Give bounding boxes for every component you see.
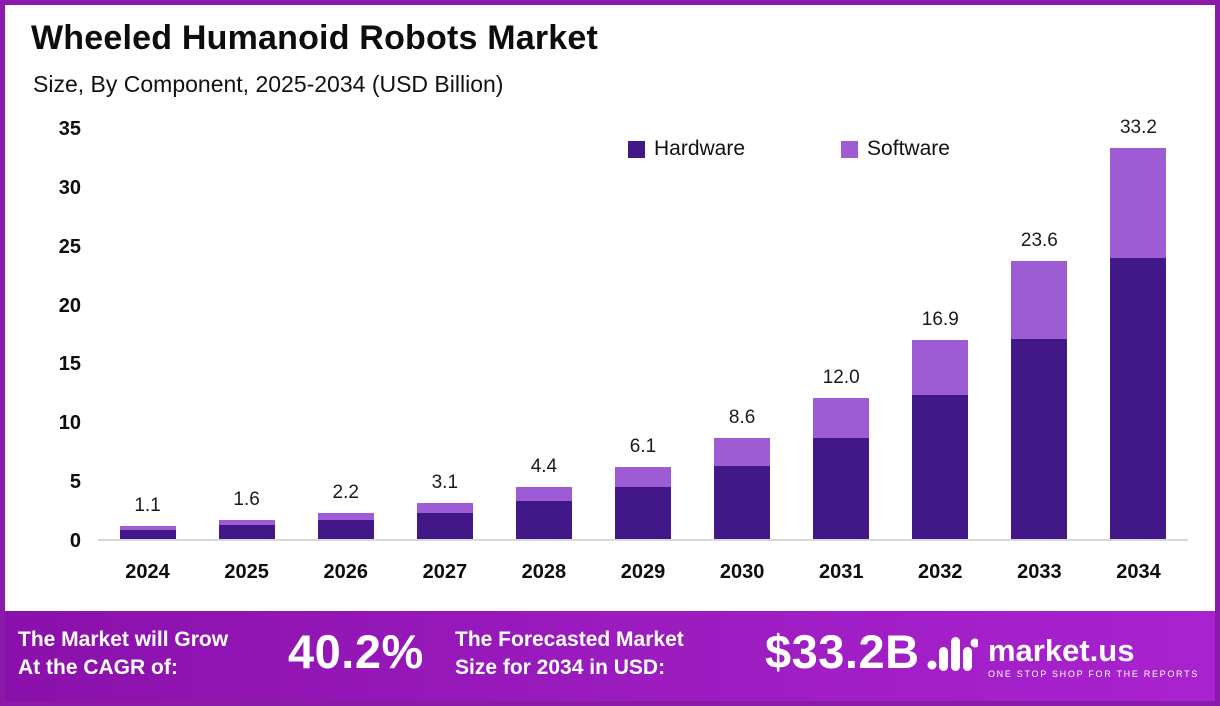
brand-name: market.us xyxy=(987,632,1135,668)
y-axis-tick-label: 20 xyxy=(58,294,81,317)
y-axis: 0 5 10 15 20 25 30 35 xyxy=(5,118,81,552)
hardware-bar-segment xyxy=(119,529,176,539)
x-axis-tick-label: 2025 xyxy=(224,561,269,583)
hardware-bar-segment xyxy=(515,501,572,539)
stacked-bar xyxy=(813,397,870,539)
software-bar-segment xyxy=(317,513,374,521)
brand-lockup: market.us ONE STOP SHOP FOR THE REPORTS xyxy=(926,628,1199,685)
y-axis-tick-label: 5 xyxy=(69,471,81,494)
chart-subtitle: Size, By Component, 2025-2034 (USD Billi… xyxy=(33,71,504,97)
market-us-logo-icon xyxy=(926,628,980,685)
bar-value-label: 1.6 xyxy=(233,489,260,511)
x-axis-tick-label: 2033 xyxy=(1017,561,1062,583)
bar-group-2030: 8.6 2030 xyxy=(693,129,792,583)
bar-value-label: 4.4 xyxy=(530,456,558,478)
hardware-bar-segment xyxy=(218,524,275,539)
footer-banner: The Market will Grow At the CAGR of: 40.… xyxy=(5,611,1215,701)
y-axis-tick-label: 15 xyxy=(58,353,81,376)
brand-tagline: ONE STOP SHOP FOR THE REPORTS xyxy=(987,668,1199,679)
stacked-bar xyxy=(714,437,771,539)
bar-group-2029: 6.1 2029 xyxy=(593,129,692,583)
bar-group-2025: 1.6 2025 xyxy=(197,129,296,583)
y-axis-tick-label: 30 xyxy=(58,176,81,199)
software-bar-segment xyxy=(912,340,969,396)
bar-value-label: 16.9 xyxy=(921,309,959,331)
y-axis-tick-label: 10 xyxy=(58,412,81,435)
bar-value-label: 1.1 xyxy=(134,495,161,517)
bar-group-2033: 23.6 2033 xyxy=(990,129,1089,583)
legend: Hardware Software xyxy=(628,137,950,161)
bar-value-label: 23.6 xyxy=(1020,230,1058,252)
software-bar-segment xyxy=(1011,261,1068,339)
forecast-value: $33.2B xyxy=(765,625,920,678)
stacked-bar xyxy=(515,487,572,539)
bar-value-label: 33.2 xyxy=(1119,117,1157,139)
hardware-legend-label: Hardware xyxy=(654,137,746,160)
brand-text: market.us ONE STOP SHOP FOR THE REPORTS xyxy=(987,632,1199,679)
bar-value-label: 6.1 xyxy=(629,436,657,458)
software-bar-segment xyxy=(813,397,870,438)
stacked-bar xyxy=(1110,148,1167,539)
software-bar-segment xyxy=(119,526,176,530)
x-axis-tick-label: 2030 xyxy=(719,561,765,583)
hardware-bar-segment xyxy=(1011,338,1068,539)
software-bar-segment xyxy=(714,437,771,467)
hardware-legend-swatch xyxy=(628,140,645,158)
bar-group-2024: 1.1 2024 xyxy=(98,129,197,583)
bar-group-2032: 16.9 2032 xyxy=(891,129,990,583)
forecast-label: The Forecasted Market Size for 2034 in U… xyxy=(455,628,684,679)
stacked-bar xyxy=(1011,261,1068,539)
x-axis-tick-label: 2026 xyxy=(323,561,368,583)
x-axis-tick-label: 2024 xyxy=(125,561,170,583)
software-bar-segment xyxy=(615,467,672,488)
software-bar-segment xyxy=(515,487,572,502)
software-bar-segment xyxy=(416,502,473,514)
page-title: Wheeled Humanoid Robots Market xyxy=(31,19,599,57)
y-axis-tick-label: 0 xyxy=(69,530,81,552)
software-bar-segment xyxy=(218,520,275,525)
bar-group-2027: 3.1 2027 xyxy=(395,129,494,583)
legend-item-software: Software xyxy=(841,137,950,161)
bar-group-2031: 12.0 2031 xyxy=(792,129,891,583)
bar-group-2034: 33.2 2034 xyxy=(1089,117,1188,583)
stacked-bar xyxy=(218,520,275,539)
hardware-bar-segment xyxy=(416,513,473,539)
bar-value-label: 12.0 xyxy=(822,366,860,388)
x-axis-tick-label: 2032 xyxy=(918,561,963,583)
hardware-bar-segment xyxy=(317,520,374,539)
x-axis-tick-label: 2027 xyxy=(422,561,468,583)
stacked-bar xyxy=(615,467,672,539)
hardware-bar-segment xyxy=(1110,257,1167,539)
hardware-bar-segment xyxy=(615,487,672,539)
stacked-bar xyxy=(119,526,176,539)
y-axis-tick-label: 25 xyxy=(58,235,81,258)
stacked-bar xyxy=(317,513,374,539)
x-axis-tick-label: 2031 xyxy=(818,561,864,583)
bar-group-2026: 2.2 2026 xyxy=(296,129,395,583)
bar-group-2028: 4.4 2028 xyxy=(494,129,593,583)
software-legend-label: Software xyxy=(867,137,950,160)
bar-value-label: 2.2 xyxy=(332,482,359,504)
hardware-bar-segment xyxy=(714,466,771,539)
x-axis-tick-label: 2029 xyxy=(620,561,666,583)
x-axis-tick-label: 2028 xyxy=(521,561,567,583)
cagr-value: 40.2% xyxy=(288,625,424,678)
software-bar-segment xyxy=(1110,148,1167,258)
x-axis-tick-label: 2034 xyxy=(1116,561,1161,583)
y-axis-tick-label: 35 xyxy=(58,118,81,140)
legend-item-hardware: Hardware xyxy=(628,137,745,161)
hardware-bar-segment xyxy=(912,395,969,539)
stacked-bar xyxy=(416,502,473,539)
software-legend-swatch xyxy=(841,140,859,158)
hardware-bar-segment xyxy=(813,437,870,539)
bar-value-label: 8.6 xyxy=(728,406,756,428)
cagr-label: The Market will Grow At the CAGR of: xyxy=(18,628,229,679)
stacked-bar xyxy=(912,340,969,539)
bar-value-label: 3.1 xyxy=(431,471,459,493)
bar-chart-plot-area: 1.1 2024 1.6 2025 2.2 2026 3.1 2027 4.4 2028 6.1 20… xyxy=(98,117,1188,583)
